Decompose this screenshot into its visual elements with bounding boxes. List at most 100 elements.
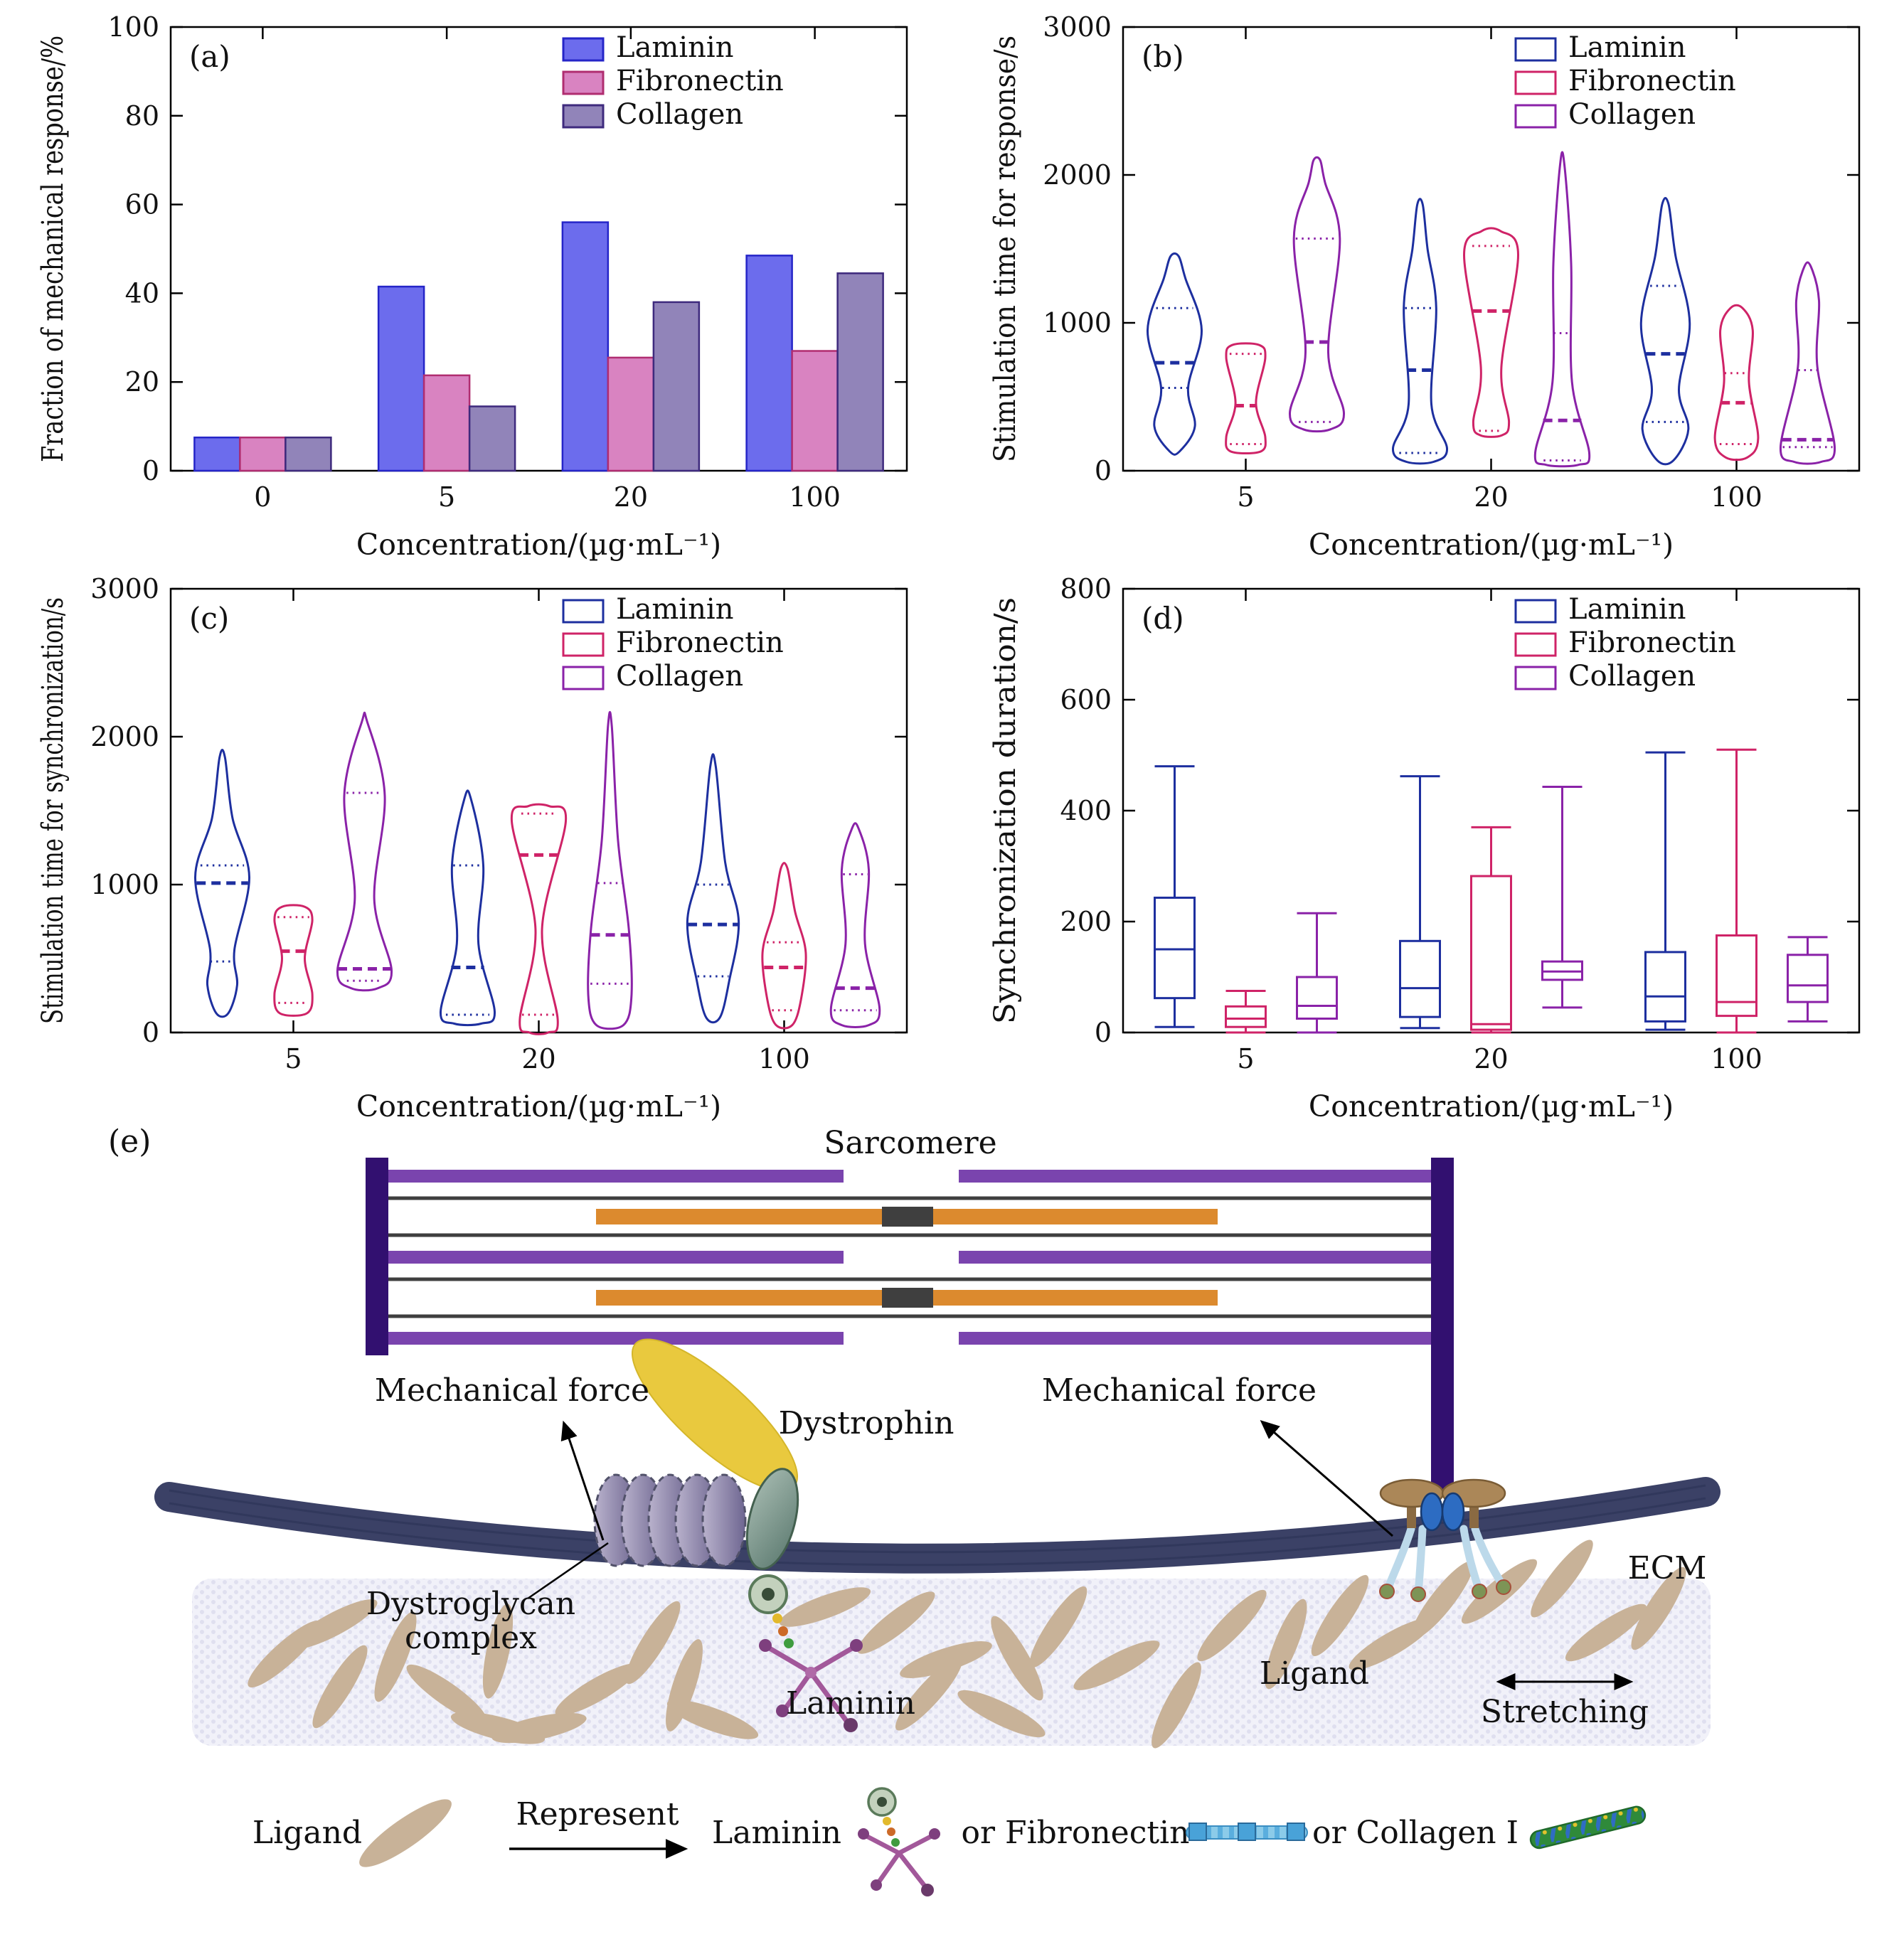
x-tick-label: 0	[254, 481, 271, 513]
bar-collagen-0	[284, 436, 332, 472]
ecm-label: ECM	[1628, 1550, 1707, 1586]
legend-ligand-icon	[359, 1799, 452, 1867]
ligand-ellipse	[1197, 1589, 1267, 1662]
x-tick-label: 100	[1711, 481, 1762, 513]
laminin-molecule	[748, 1574, 863, 1732]
dystroglycan-pointer-line	[527, 1542, 609, 1600]
ligand-ellipse	[779, 1587, 871, 1627]
ligand-ellipse	[1631, 1567, 1686, 1650]
bar-collagen-20	[652, 301, 701, 472]
legend-swatch-laminin	[1514, 599, 1557, 624]
legend-fibronectin-icon	[1186, 1823, 1308, 1841]
legend-label-fibronectin: Fibronectin	[616, 65, 784, 97]
panel-e-tag: (e)	[108, 1124, 151, 1160]
violin-fibronectin-5	[273, 904, 314, 1017]
legend-represent-label: Represent	[516, 1796, 679, 1832]
dystrophin-label: Dystrophin	[779, 1405, 954, 1441]
box-laminin-100	[1644, 751, 1686, 1031]
x-tick-label: 100	[789, 481, 841, 513]
box-laminin-5	[1154, 765, 1196, 1028]
panel-d-box-chart: 0 200 400 600 800 5 20 100 Concentration/(µg·mL⁻…	[952, 569, 1904, 1127]
y-tick-label: 3000	[1043, 11, 1112, 43]
box-fibronectin-20	[1470, 826, 1512, 1034]
box-collagen-5	[1296, 912, 1338, 1034]
bar-fibronectin-20	[607, 356, 655, 472]
sarcomere-structure	[366, 1158, 1454, 1490]
violin-laminin-20	[1391, 198, 1449, 465]
bar-fibronectin-5	[422, 374, 471, 472]
legend-label-laminin: Laminin	[616, 593, 733, 626]
axes-frame	[169, 587, 908, 1034]
bar-laminin-0	[193, 436, 241, 472]
legend-label-collagen: Collagen	[616, 98, 743, 131]
legend-label-collagen: Collagen	[1568, 98, 1696, 131]
ligand-ellipse	[482, 1604, 514, 1699]
y-tick-label: 2000	[1043, 159, 1112, 191]
box-fibronectin-5	[1225, 990, 1267, 1034]
legend-label-collagen: Collagen	[1568, 660, 1696, 693]
y-tick-label: 1000	[1043, 307, 1112, 338]
violin-fibronectin-100	[761, 862, 807, 1030]
x-tick-label: 20	[614, 481, 648, 513]
dystroglycan-label-line2: complex	[405, 1620, 537, 1656]
mechanical-force-arrow-left	[560, 1420, 605, 1541]
y-axis-label: Stimulation time for synchronization/s	[36, 597, 70, 1024]
x-tick-label: 100	[1711, 1043, 1762, 1074]
y-tick-label: 2000	[90, 721, 159, 752]
violin-collagen-5	[336, 711, 393, 992]
bar-collagen-5	[468, 405, 516, 472]
violin-collagen-100	[829, 822, 881, 1028]
ligand-ellipse	[1265, 1599, 1307, 1690]
violin-fibronectin-5	[1225, 342, 1267, 455]
ligand-ellipse	[895, 1657, 963, 1731]
beta-dystroglycan	[745, 1468, 799, 1570]
ligand-ellipse	[1152, 1662, 1201, 1749]
violin-collagen-5	[1288, 156, 1346, 433]
bar-laminin-20	[561, 221, 610, 472]
legend-swatch-collagen	[562, 666, 605, 690]
x-axis-label: Concentration/(µg·mL⁻¹)	[356, 1089, 721, 1124]
chart-svg: 0 20 40 60 80 100 0 5 20 100 Concentration/(µg·mL⁻…	[36, 11, 908, 562]
ligand-ellipse	[374, 1611, 417, 1702]
legend-label-laminin: Laminin	[616, 31, 733, 64]
y-tick-label: 200	[1060, 906, 1112, 937]
legend-label-fibronectin: Fibronectin	[1568, 65, 1736, 97]
x-tick-label: 20	[1474, 481, 1508, 513]
dystroglycan-coil	[593, 1473, 747, 1567]
legend-swatch-collagen	[1514, 666, 1557, 690]
box-fibronectin-100	[1716, 748, 1757, 1034]
ligand-ellipse	[1531, 1540, 1593, 1618]
ligand-ellipse	[312, 1645, 368, 1729]
diagram-legend: Ligand Represent Laminin	[252, 1787, 1647, 1896]
violin-laminin-100	[1639, 197, 1691, 466]
chart-svg: 0 200 400 600 800 5 20 100 Concentration/(µg·mL⁻…	[988, 573, 1861, 1124]
legend-swatch-laminin	[562, 599, 605, 624]
legend-label-laminin: Laminin	[1568, 593, 1686, 626]
legend-label-laminin: Laminin	[1568, 31, 1686, 64]
x-tick-label: 5	[1237, 481, 1254, 513]
y-tick-label: 400	[1060, 795, 1112, 826]
x-axis-label: Concentration/(µg·mL⁻¹)	[356, 528, 721, 562]
myosin-filaments	[596, 1207, 1218, 1308]
axes-frame	[169, 26, 908, 472]
legend-swatch-laminin	[562, 37, 605, 62]
x-tick-label: 5	[438, 481, 455, 513]
legend-fibronectin-label: or Fibronectin	[962, 1815, 1190, 1851]
bar-laminin-5	[377, 285, 425, 472]
y-tick-label: 600	[1060, 684, 1112, 715]
panel-b-violin-chart: 0 1000 2000 3000 5 20 100 Concentration/(µg·mL⁻…	[952, 7, 1904, 565]
violin-fibronectin-20	[510, 803, 568, 1035]
box-collagen-100	[1787, 936, 1829, 1023]
x-tick-label: 5	[284, 1043, 302, 1074]
box-laminin-20	[1399, 775, 1441, 1030]
bar-fibronectin-100	[791, 350, 839, 472]
legend-laminin-label: Laminin	[712, 1815, 841, 1851]
violin-laminin-20	[439, 789, 496, 1027]
y-tick-label: 60	[125, 189, 159, 220]
legend-swatch-collagen	[1514, 104, 1557, 129]
legend-label-fibronectin: Fibronectin	[616, 626, 784, 659]
mechanical-force-label-right: Mechanical force	[1042, 1372, 1317, 1409]
ligand-ellipse	[991, 1616, 1043, 1701]
y-tick-label: 0	[1095, 1017, 1112, 1048]
